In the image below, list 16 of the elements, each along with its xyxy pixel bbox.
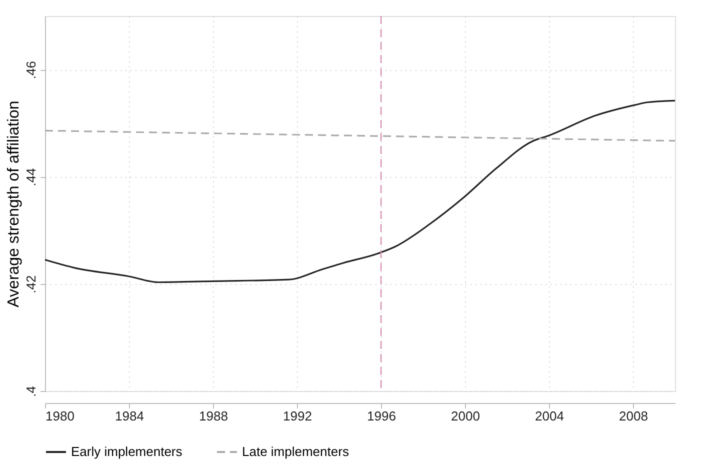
- x-tick-label: 1996: [367, 408, 396, 424]
- y-tick-label: .42: [24, 275, 38, 294]
- y-tick-label: .46: [24, 61, 38, 80]
- x-tick-label: 1984: [115, 408, 144, 424]
- y-tick-label: .44: [24, 168, 38, 186]
- line-series: [44, 100, 676, 284]
- x-tick-label: 1980: [46, 408, 74, 424]
- y-tick-label: .4: [24, 386, 38, 397]
- legend-label: Early implementers: [71, 444, 183, 459]
- x-tick-label: 2008: [619, 408, 648, 424]
- x-tick-label: 1988: [199, 408, 228, 424]
- legend-label: Late implementers: [242, 444, 350, 459]
- x-tick-label: 2000: [451, 408, 480, 424]
- x-tick-label: 1992: [283, 408, 312, 424]
- x-tick-label: 2004: [535, 408, 564, 424]
- y-axis-title: Average strength of affiliation: [6, 100, 22, 308]
